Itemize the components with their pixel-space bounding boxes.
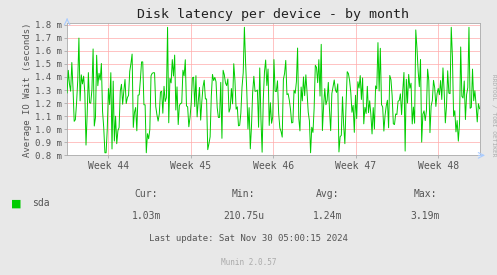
Title: Disk latency per device - by month: Disk latency per device - by month — [137, 8, 410, 21]
Text: RRDTOOL / TOBI OETIKER: RRDTOOL / TOBI OETIKER — [491, 74, 496, 157]
Text: 1.03m: 1.03m — [132, 211, 162, 221]
Text: Cur:: Cur: — [135, 189, 159, 199]
Text: Min:: Min: — [232, 189, 255, 199]
Text: Avg:: Avg: — [316, 189, 340, 199]
Text: 1.24m: 1.24m — [313, 211, 343, 221]
Y-axis label: Average IO Wait (seconds): Average IO Wait (seconds) — [23, 22, 32, 156]
Text: 210.75u: 210.75u — [223, 211, 264, 221]
Text: Max:: Max: — [413, 189, 437, 199]
Text: ■: ■ — [11, 199, 21, 208]
Text: sda: sda — [32, 199, 50, 208]
Text: Last update: Sat Nov 30 05:00:15 2024: Last update: Sat Nov 30 05:00:15 2024 — [149, 234, 348, 243]
Text: Munin 2.0.57: Munin 2.0.57 — [221, 258, 276, 267]
Text: 3.19m: 3.19m — [410, 211, 440, 221]
